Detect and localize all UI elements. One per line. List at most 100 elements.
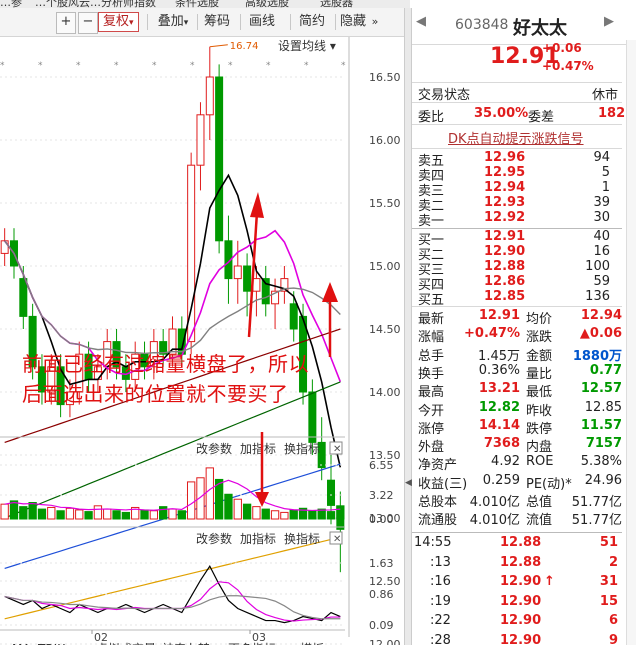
fuquan-dropdown[interactable]: 复权▾ xyxy=(98,12,139,32)
bottom-indicator-tab[interactable]: …虚拟成交量 xyxy=(84,641,156,645)
stat-label: 最新 xyxy=(418,312,445,327)
top-menu-strip: …参 …个股风云 …分析师指数 条件选股 高级选股 选股器 xyxy=(0,0,410,8)
stat-value: 24.96 xyxy=(584,472,622,488)
volume-ma-line xyxy=(4,479,341,512)
annotation-line-1: 前面已经有过缩量横盘了，所以 xyxy=(22,352,309,376)
stat-value: 12.94 xyxy=(580,308,622,323)
price-axis-label: 16.50 xyxy=(369,71,401,84)
candle-body xyxy=(261,278,270,305)
indicator-line-2 xyxy=(4,581,341,622)
volume-bar xyxy=(298,507,308,520)
axis-marker: * xyxy=(152,61,157,71)
collapse-left-icon[interactable]: ◀ xyxy=(405,478,412,488)
ma-settings-button[interactable]: 设置均线 ▾ xyxy=(278,39,336,53)
tick-volume: 31 xyxy=(599,574,618,589)
vol-params-button[interactable]: 改参数 xyxy=(196,441,232,456)
close-icon[interactable] xyxy=(329,441,343,455)
candle-body xyxy=(252,278,261,292)
ind-add-indicator-button[interactable]: 加指标 xyxy=(240,531,276,546)
bottom-indicator-tab[interactable]: 神奇九转 xyxy=(162,641,210,645)
panel-splitter[interactable]: ◀ xyxy=(404,8,412,645)
stat-value: 13.21 xyxy=(478,381,520,397)
overlay-dropdown[interactable]: 叠加▾ xyxy=(152,12,194,32)
volume-bar xyxy=(326,511,336,520)
volume-bar xyxy=(177,510,186,520)
volume-bar xyxy=(205,467,214,520)
volume-bar xyxy=(131,506,140,520)
volume-bar xyxy=(75,509,84,520)
bid-price: 12.90 xyxy=(484,244,526,259)
candle-body xyxy=(308,391,317,443)
right-side-strip xyxy=(626,40,636,645)
bottom-indicator-tab[interactable]: …MA xyxy=(0,642,31,645)
more-icon[interactable]: » xyxy=(371,15,379,28)
candle-body xyxy=(196,114,205,166)
candle-body xyxy=(187,164,196,343)
ma20-line xyxy=(4,240,341,355)
dk-signal-link[interactable]: DK点自动提示涨跌信号 xyxy=(448,132,584,147)
draw-line-button[interactable]: 画线 xyxy=(248,14,275,29)
zoom-in-button[interactable]: + xyxy=(56,12,76,34)
annotation-arrow-head xyxy=(255,492,269,507)
tick-price: 12.90 xyxy=(500,593,542,609)
volume-bar xyxy=(112,510,121,520)
stat-value: 5.38% xyxy=(580,454,622,470)
prev-stock-icon[interactable]: ◀ xyxy=(416,14,426,29)
menu-item[interactable]: 选股器 xyxy=(320,0,353,8)
vol-add-indicator-button[interactable]: 加指标 xyxy=(240,441,276,456)
bid-level-label: 买五 xyxy=(418,293,445,308)
candle-body xyxy=(299,315,308,393)
axis-marker: * xyxy=(38,61,43,71)
volume-axis-label: 6.55 xyxy=(369,459,394,472)
ind-swap-indicator-button[interactable]: 换指标 xyxy=(284,531,320,546)
tick-volume: 2 xyxy=(608,554,618,570)
bottom-indicator-tab[interactable]: TRIX xyxy=(37,642,65,645)
menu-item[interactable]: …参 xyxy=(0,0,22,8)
menu-item[interactable]: 条件选股 xyxy=(175,0,219,8)
menu-item[interactable]: 高级选股 xyxy=(245,0,289,8)
bid-volume: 16 xyxy=(593,244,610,259)
bid-book: 买一 12.91 40 买二 12.90 16 买三 12.88 100 买四 12.86 59 买五 1… xyxy=(412,229,622,319)
ask-price: 12.93 xyxy=(484,195,526,210)
wb-value: 35.00% xyxy=(474,106,529,121)
bottom-indicator-tab[interactable]: 更多指标 xyxy=(228,641,276,645)
tick-list: 14:55 12.88 51:13 12.88 2:16 12.90 ↑ 31:19 12.90… xyxy=(412,535,622,648)
hide-button[interactable]: 隐藏 xyxy=(339,14,366,29)
stat-label: 流值 xyxy=(526,513,553,529)
ask-volume: 5 xyxy=(601,165,610,180)
zoom-out-button[interactable]: − xyxy=(78,12,98,34)
ask-volume: 39 xyxy=(593,195,610,210)
stat-value: 0.77 xyxy=(589,362,622,378)
ask-level-label: 卖三 xyxy=(418,184,445,199)
volume-bar xyxy=(336,505,345,520)
vol-swap-indicator-button[interactable]: 换指标 xyxy=(284,441,320,456)
next-stock-icon[interactable]: ▶ xyxy=(604,14,614,29)
volume-bar xyxy=(289,509,298,520)
tick-time: :16 xyxy=(430,574,451,589)
bid-price: 12.88 xyxy=(484,259,526,274)
chips-button[interactable]: 筹码 xyxy=(203,14,230,29)
axis-marker: * xyxy=(228,61,233,71)
bid-volume: 100 xyxy=(585,259,610,274)
stat-label: 换手 xyxy=(418,366,445,382)
candle-body xyxy=(215,76,224,242)
close-icon[interactable] xyxy=(329,531,343,545)
menu-item[interactable]: …个股风云 xyxy=(35,0,90,8)
menu-item[interactable]: …分析师指数 xyxy=(90,0,156,8)
kline-chart[interactable]: 设置均线 ▾ * * * * * * * * * * 16.50 16.00 15.50 15.00 14.5… xyxy=(0,37,406,645)
tick-price: 12.90 xyxy=(500,632,542,648)
stock-code: 603848 xyxy=(455,17,509,33)
ask-level-label: 卖四 xyxy=(418,169,445,184)
chevron-down-icon: ▾ xyxy=(129,18,134,28)
axis-marker: * xyxy=(76,61,81,71)
bottom-indicator-tab[interactable]: 横板 xyxy=(300,642,324,645)
volume-bar xyxy=(140,509,149,520)
status-value: 休市 xyxy=(592,88,619,103)
annotation-line-2: 后面选出来的位置就不要买了 xyxy=(22,382,289,406)
stat-label: ROE xyxy=(526,454,554,470)
ind-params-button[interactable]: 改参数 xyxy=(196,531,232,546)
price-axis-label: 15.50 xyxy=(369,197,401,210)
price-axis-label: 12.50 xyxy=(369,575,401,588)
candle-body xyxy=(224,240,233,280)
simple-mode-button[interactable]: 简约 xyxy=(298,14,325,29)
